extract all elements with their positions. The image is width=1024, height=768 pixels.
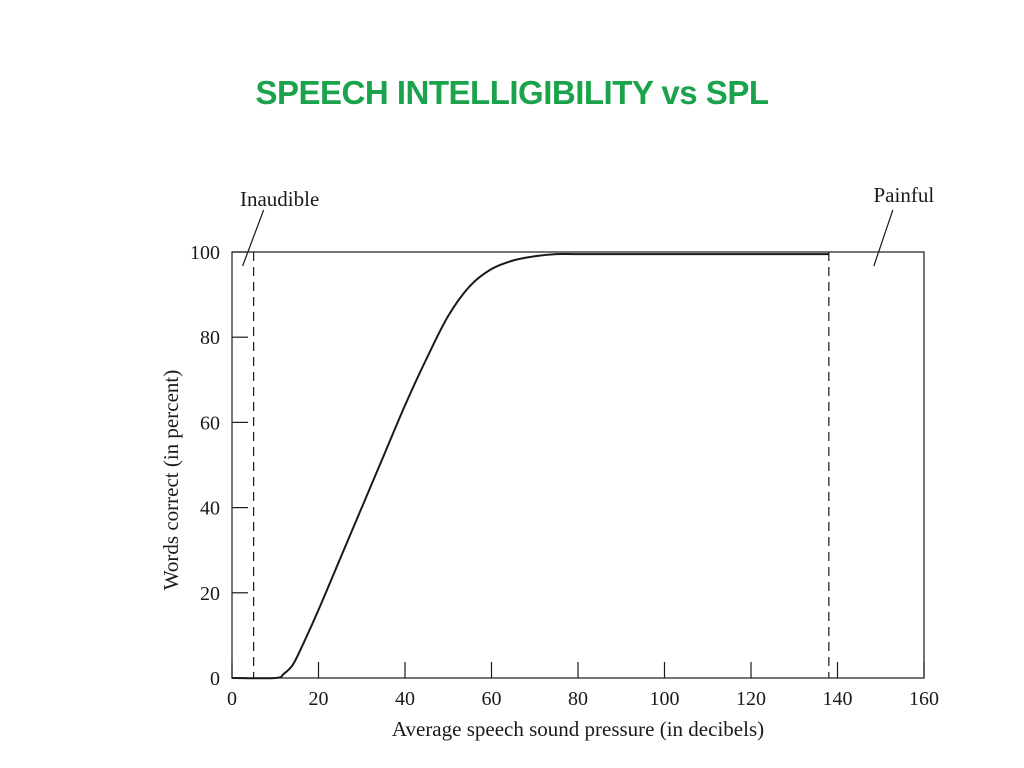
plot-frame xyxy=(231,251,925,679)
y-tick-label: 40 xyxy=(200,498,220,520)
x-tick-label: 0 xyxy=(227,688,237,710)
slide-title: SPEECH INTELLIGIBILITY vs SPL xyxy=(255,74,769,111)
x-tick-label: 160 xyxy=(909,688,939,710)
x-tick-label: 140 xyxy=(823,688,853,710)
x-tick-label: 40 xyxy=(395,688,415,710)
y-tick-label: 100 xyxy=(190,242,220,264)
y-tick-label: 80 xyxy=(200,327,220,349)
x-tick-label: 20 xyxy=(309,688,329,710)
y-tick-label: 60 xyxy=(200,412,220,434)
x-tick-label: 80 xyxy=(568,688,588,710)
y-tick-label: 20 xyxy=(200,583,220,605)
threshold-leader xyxy=(873,209,894,267)
x-tick-label: 100 xyxy=(650,688,680,710)
threshold-layer: Inaudible Painful xyxy=(240,183,934,678)
y-tick-label: 0 xyxy=(210,668,220,690)
y-axis-label: Words correct (in percent) xyxy=(159,370,183,590)
x-tick-label: 60 xyxy=(482,688,502,710)
x-tick-label: 120 xyxy=(736,688,766,710)
x-axis-label: Average speech sound pressure (in decibe… xyxy=(392,717,764,741)
tick-layer: 0 20 40 60 80 100 120 140 160 0 20 40 60 80 100 xyxy=(190,242,939,710)
threshold-label: Inaudible xyxy=(240,187,319,211)
threshold-leader xyxy=(242,209,265,267)
intelligibility-curve xyxy=(231,252,829,680)
threshold-label: Painful xyxy=(874,183,935,207)
